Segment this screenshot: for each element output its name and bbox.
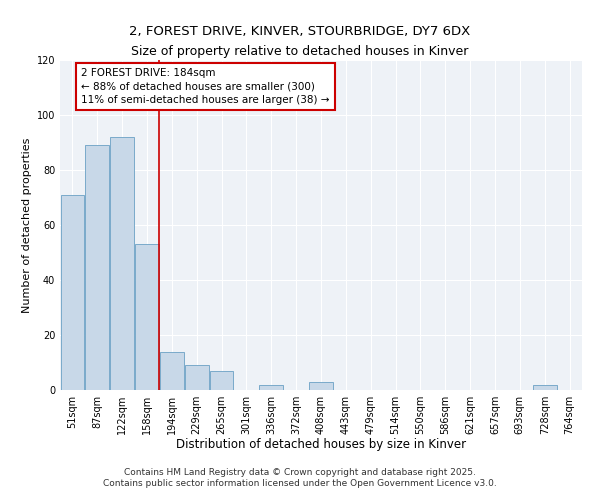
- Bar: [533, 384, 557, 390]
- Bar: [309, 382, 333, 390]
- Bar: [185, 365, 209, 390]
- Text: Contains HM Land Registry data © Crown copyright and database right 2025.
Contai: Contains HM Land Registry data © Crown c…: [103, 468, 497, 487]
- Bar: [61, 194, 84, 390]
- Bar: [210, 371, 233, 390]
- Text: Size of property relative to detached houses in Kinver: Size of property relative to detached ho…: [131, 45, 469, 58]
- Bar: [135, 244, 159, 390]
- Bar: [85, 145, 109, 390]
- Bar: [160, 352, 184, 390]
- Text: 2 FOREST DRIVE: 184sqm
← 88% of detached houses are smaller (300)
11% of semi-de: 2 FOREST DRIVE: 184sqm ← 88% of detached…: [81, 68, 329, 104]
- Bar: [259, 384, 283, 390]
- Text: 2, FOREST DRIVE, KINVER, STOURBRIDGE, DY7 6DX: 2, FOREST DRIVE, KINVER, STOURBRIDGE, DY…: [130, 25, 470, 38]
- Y-axis label: Number of detached properties: Number of detached properties: [22, 138, 32, 312]
- X-axis label: Distribution of detached houses by size in Kinver: Distribution of detached houses by size …: [176, 438, 466, 452]
- Bar: [110, 137, 134, 390]
